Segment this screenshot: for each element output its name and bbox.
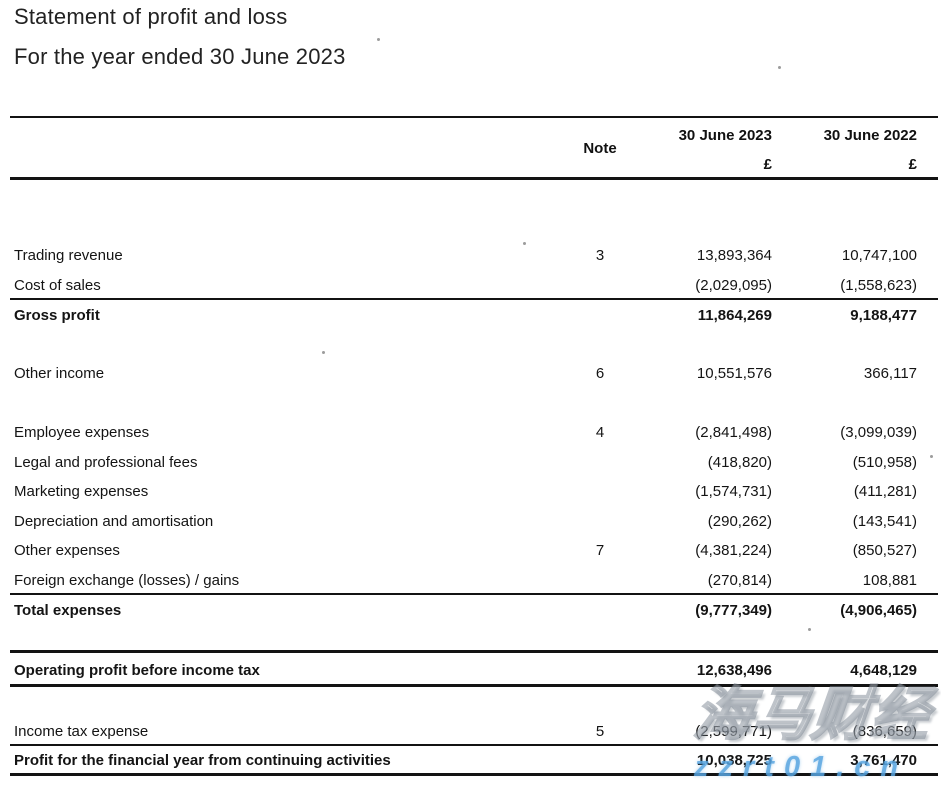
row-value-2022: (4,906,465) — [840, 602, 917, 619]
row-value-2023: (2,029,095) — [695, 277, 772, 294]
rule-header-bottom — [10, 177, 938, 180]
row-value-2023: (290,262) — [707, 513, 772, 530]
row-label: Cost of sales — [14, 277, 101, 294]
row-value-2023: (270,814) — [707, 572, 772, 589]
table-row-total-expenses: Total expenses (9,777,349) (4,906,465) — [0, 601, 941, 621]
scan-speck — [377, 38, 380, 41]
row-label: Depreciation and amortisation — [14, 513, 214, 530]
row-note: 3 — [595, 247, 605, 264]
rule-profit-row-top — [10, 744, 938, 746]
scan-speck — [778, 66, 781, 69]
table-row-gross-profit: Gross profit 11,864,269 9,188,477 — [0, 306, 941, 326]
scan-speck — [523, 242, 526, 245]
row-label: Other income — [14, 365, 105, 382]
row-label: Total expenses — [14, 602, 122, 619]
column-header-2022: 30 June 2022 — [823, 127, 917, 144]
page-subtitle: For the year ended 30 June 2023 — [14, 44, 346, 69]
row-value-2022: 10,747,100 — [841, 247, 917, 264]
row-value-2022: 366,117 — [863, 365, 917, 382]
row-note: 4 — [595, 424, 605, 441]
row-value-2023: 10,551,576 — [696, 365, 772, 382]
table-row-income-tax: Income tax expense 5 (2,599,771) (836,65… — [0, 722, 941, 742]
rule-operating-profit-bottom — [10, 684, 938, 687]
row-value-2023: (1,574,731) — [695, 483, 772, 500]
rule-table-bottom — [10, 773, 938, 776]
row-note: 5 — [595, 723, 605, 740]
table-row-operating-profit: Operating profit before income tax 12,63… — [0, 661, 941, 681]
row-value-2023: 13,893,364 — [696, 247, 772, 264]
column-header-2023: 30 June 2023 — [678, 127, 772, 144]
row-value-2022: (3,099,039) — [840, 424, 917, 441]
row-label: Legal and professional fees — [14, 454, 198, 471]
row-value-2023: (9,777,349) — [695, 602, 772, 619]
table-row-cost-of-sales: Cost of sales (2,029,095) (1,558,623) — [0, 276, 941, 296]
row-value-2023: (2,841,498) — [695, 424, 772, 441]
row-value-2022: 4,648,129 — [850, 662, 917, 679]
row-label: Employee expenses — [14, 424, 150, 441]
row-value-2022: 3,761,470 — [850, 752, 917, 769]
row-value-2022: 9,188,477 — [850, 307, 917, 324]
row-value-2023: (2,599,771) — [695, 723, 772, 740]
row-value-2022: (1,558,623) — [840, 277, 917, 294]
row-value-2022: 108,881 — [862, 572, 917, 589]
table-row-other-income: Other income 6 10,551,576 366,117 — [0, 364, 941, 384]
row-label: Operating profit before income tax — [14, 662, 260, 679]
row-value-2022: (143,541) — [852, 513, 917, 530]
row-value-2022: (510,958) — [852, 454, 917, 471]
row-label: Profit for the financial year from conti… — [14, 752, 391, 769]
scan-speck — [930, 455, 933, 458]
table-row-legal-fees: Legal and professional fees (418,820) (5… — [0, 453, 941, 473]
currency-symbol-2022: £ — [908, 156, 917, 173]
row-note: 6 — [595, 365, 605, 382]
scan-speck — [322, 351, 325, 354]
row-value-2022: (411,281) — [853, 483, 917, 500]
table-row-employee-expenses: Employee expenses 4 (2,841,498) (3,099,0… — [0, 423, 941, 443]
row-label: Foreign exchange (losses) / gains — [14, 572, 240, 589]
row-value-2023: 11,864,269 — [697, 307, 772, 324]
table-row-other-expenses: Other expenses 7 (4,381,224) (850,527) — [0, 541, 941, 561]
row-value-2023: 10,038,725 — [696, 752, 772, 769]
row-label: Trading revenue — [14, 247, 123, 264]
row-value-2023: (4,381,224) — [695, 542, 772, 559]
row-value-2022: (850,527) — [852, 542, 917, 559]
row-value-2023: (418,820) — [707, 454, 772, 471]
scan-speck — [808, 628, 811, 631]
row-label: Gross profit — [14, 307, 100, 324]
rule-table-top — [10, 116, 938, 118]
rule-total-expenses-top — [10, 593, 938, 595]
row-label: Other expenses — [14, 542, 120, 559]
rule-operating-profit-top — [10, 650, 938, 653]
row-note: 7 — [595, 542, 605, 559]
table-row-foreign-exchange: Foreign exchange (losses) / gains (270,8… — [0, 571, 941, 591]
column-header-note: Note — [583, 140, 617, 157]
table-row-profit-for-year: Profit for the financial year from conti… — [0, 751, 941, 771]
row-label: Income tax expense — [14, 723, 149, 740]
row-label: Marketing expenses — [14, 483, 149, 500]
rule-gross-profit-top — [10, 298, 938, 300]
row-value-2022: (836,659) — [852, 723, 917, 740]
table-row-depreciation: Depreciation and amortisation (290,262) … — [0, 512, 941, 532]
currency-symbol-2023: £ — [763, 156, 772, 173]
table-row-trading-revenue: Trading revenue 3 13,893,364 10,747,100 — [0, 246, 941, 266]
page-title: Statement of profit and loss — [14, 4, 288, 29]
row-value-2023: 12,638,496 — [696, 662, 772, 679]
table-row-marketing-expenses: Marketing expenses (1,574,731) (411,281) — [0, 482, 941, 502]
